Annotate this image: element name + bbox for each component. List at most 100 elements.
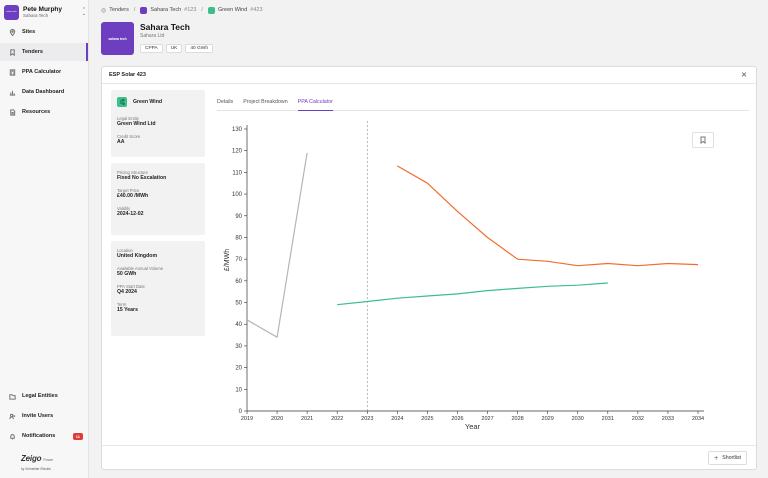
user-name: Pete Murphy — [23, 5, 63, 13]
company-name: Sahara Tech — [140, 22, 190, 32]
field-label: Term — [117, 302, 127, 307]
shortlist-label: Shortlist — [722, 455, 741, 461]
y-tick-label: 100 — [232, 192, 243, 198]
x-tick-label: 2029 — [542, 416, 554, 422]
logo-subtitle: by Schneider Electric — [21, 467, 51, 471]
field-label: Credit Score — [117, 134, 141, 139]
tab-ppa-calculator[interactable]: PPA Calculator — [297, 97, 333, 111]
modal-header: ESP Solar 423 ✕ — [102, 67, 756, 84]
series-line-1 — [397, 165, 699, 267]
breadcrumb-project[interactable]: Green Wind — [217, 7, 248, 13]
breadcrumb-project-number: #423 — [250, 7, 263, 13]
calculator-icon — [8, 68, 16, 76]
sidebar-item-notifications[interactable]: Notifications 11 — [0, 427, 88, 445]
x-axis-label: Year — [465, 422, 481, 431]
series-line-0 — [246, 152, 308, 338]
zeigo-logo: Zeigo Power by Schneider Electric — [21, 448, 71, 474]
sidebar-item-legal-entities[interactable]: Legal Entities — [0, 387, 88, 405]
avatar: sahara tech — [4, 4, 19, 20]
x-tick-label: 2028 — [511, 416, 523, 422]
y-tick-label: 120 — [232, 149, 243, 155]
pricing-panel: Pricing Structure Fixed No Escalation Ta… — [111, 163, 205, 235]
y-tick-label: 80 — [235, 235, 242, 241]
x-tick-label: 2032 — [632, 416, 644, 422]
breadcrumb-separator: / — [201, 7, 203, 13]
breadcrumb-separator: / — [133, 7, 136, 13]
field-label: PPA Start Date — [117, 284, 145, 289]
field-label: Validity — [117, 206, 131, 211]
breadcrumb-tenders[interactable]: Tenders — [109, 7, 129, 13]
sidebar-item-sites[interactable]: Sites — [0, 23, 88, 41]
y-tick-label: 20 — [235, 366, 242, 372]
x-tick-label: 2023 — [361, 416, 373, 422]
y-tick-label: 30 — [235, 344, 242, 350]
y-tick-label: 70 — [235, 257, 242, 263]
sidebar: sahara tech Pete Murphy Sahara Tech ⌃ ⌄ S… — [0, 0, 89, 478]
tag: CPPA — [140, 44, 163, 53]
bookmark-button[interactable] — [692, 132, 714, 148]
y-tick-label: 50 — [235, 301, 242, 307]
project-icon — [207, 6, 215, 14]
field-label: Available Annual Volume — [117, 266, 164, 271]
sidebar-item-label: Tenders — [22, 49, 43, 55]
tab-details[interactable]: Details — [217, 99, 234, 105]
bookmark-icon — [700, 136, 706, 144]
close-icon[interactable]: ✕ — [741, 72, 747, 79]
sidebar-item-ppa-calculator[interactable]: PPA Calculator — [0, 63, 88, 81]
tag: 40 GWh — [185, 44, 213, 53]
supplier-panel: Green Wind Legal Entity Green Wind Ltd C… — [111, 90, 205, 157]
breadcrumb: ◎ Tenders / Sahara Tech #123 / Green Win… — [101, 5, 263, 15]
bookmark-icon — [8, 48, 16, 56]
field-value: Green Wind Ltd — [117, 121, 156, 127]
field-value: Q4 2024 — [117, 289, 137, 295]
field-label: Pricing Structure — [117, 170, 148, 175]
x-tick-label: 2024 — [391, 416, 403, 422]
breadcrumb-company[interactable]: Sahara Tech — [150, 7, 182, 13]
field-value: 50 GWh — [117, 271, 137, 277]
x-tick-label: 2026 — [451, 416, 463, 422]
x-tick-label: 2030 — [572, 416, 584, 422]
field-label: Location — [117, 248, 133, 253]
field-label: Target Price — [117, 188, 140, 193]
breadcrumb-company-number: #123 — [184, 7, 197, 13]
bell-icon — [8, 432, 16, 440]
sidebar-item-label: Notifications — [22, 433, 56, 439]
y-tick-label: 60 — [235, 279, 242, 285]
y-tick-label: 90 — [235, 214, 242, 220]
sidebar-item-tenders[interactable]: Tenders — [0, 43, 88, 61]
modal-tabs: Details Project Breakdown PPA Calculator — [217, 97, 749, 111]
user-switcher[interactable]: sahara tech Pete Murphy Sahara Tech ⌃ ⌄ — [4, 3, 86, 21]
tag: UK — [165, 44, 183, 53]
sidebar-item-resources[interactable]: Resources — [0, 103, 88, 121]
field-value: Fixed No Escalation — [117, 175, 167, 181]
chevron-up-down-icon: ⌃ ⌄ — [81, 7, 86, 17]
x-tick-label: 2019 — [241, 416, 253, 422]
sidebar-item-label: Data Dashboard — [22, 89, 65, 95]
y-tick-label: 0 — [239, 409, 243, 415]
x-tick-label: 2021 — [301, 416, 313, 422]
logo-power: Power — [43, 458, 54, 462]
series-line-2 — [337, 282, 608, 306]
plus-icon: + — [714, 454, 719, 462]
folder-icon — [8, 392, 16, 400]
x-tick-label: 2033 — [662, 416, 674, 422]
y-axis-label: £/MWh — [224, 249, 231, 271]
sidebar-item-data-dashboard[interactable]: Data Dashboard — [0, 83, 88, 101]
shortlist-button[interactable]: + Shortlist — [708, 451, 747, 465]
modal-title: ESP Solar 423 — [109, 72, 146, 78]
tab-project-breakdown[interactable]: Project Breakdown — [243, 99, 288, 105]
y-tick-label: 130 — [232, 127, 243, 133]
avatar-text: sahara tech — [6, 11, 17, 13]
sidebar-item-invite-users[interactable]: Invite Users — [0, 407, 88, 425]
sidebar-item-label: PPA Calculator — [22, 69, 62, 75]
x-tick-label: 2022 — [331, 416, 343, 422]
user-org: Sahara Tech — [23, 12, 49, 18]
field-value: £40.00 /MWh — [117, 193, 149, 199]
x-tick-label: 2034 — [692, 416, 704, 422]
field-value: 15 Years — [117, 307, 138, 313]
sidebar-item-label: Resources — [22, 109, 51, 115]
field-value: 2024-12-02 — [117, 211, 144, 217]
company-header: sahara tech Sahara Tech Sahara Ltd CPPA … — [101, 22, 216, 56]
